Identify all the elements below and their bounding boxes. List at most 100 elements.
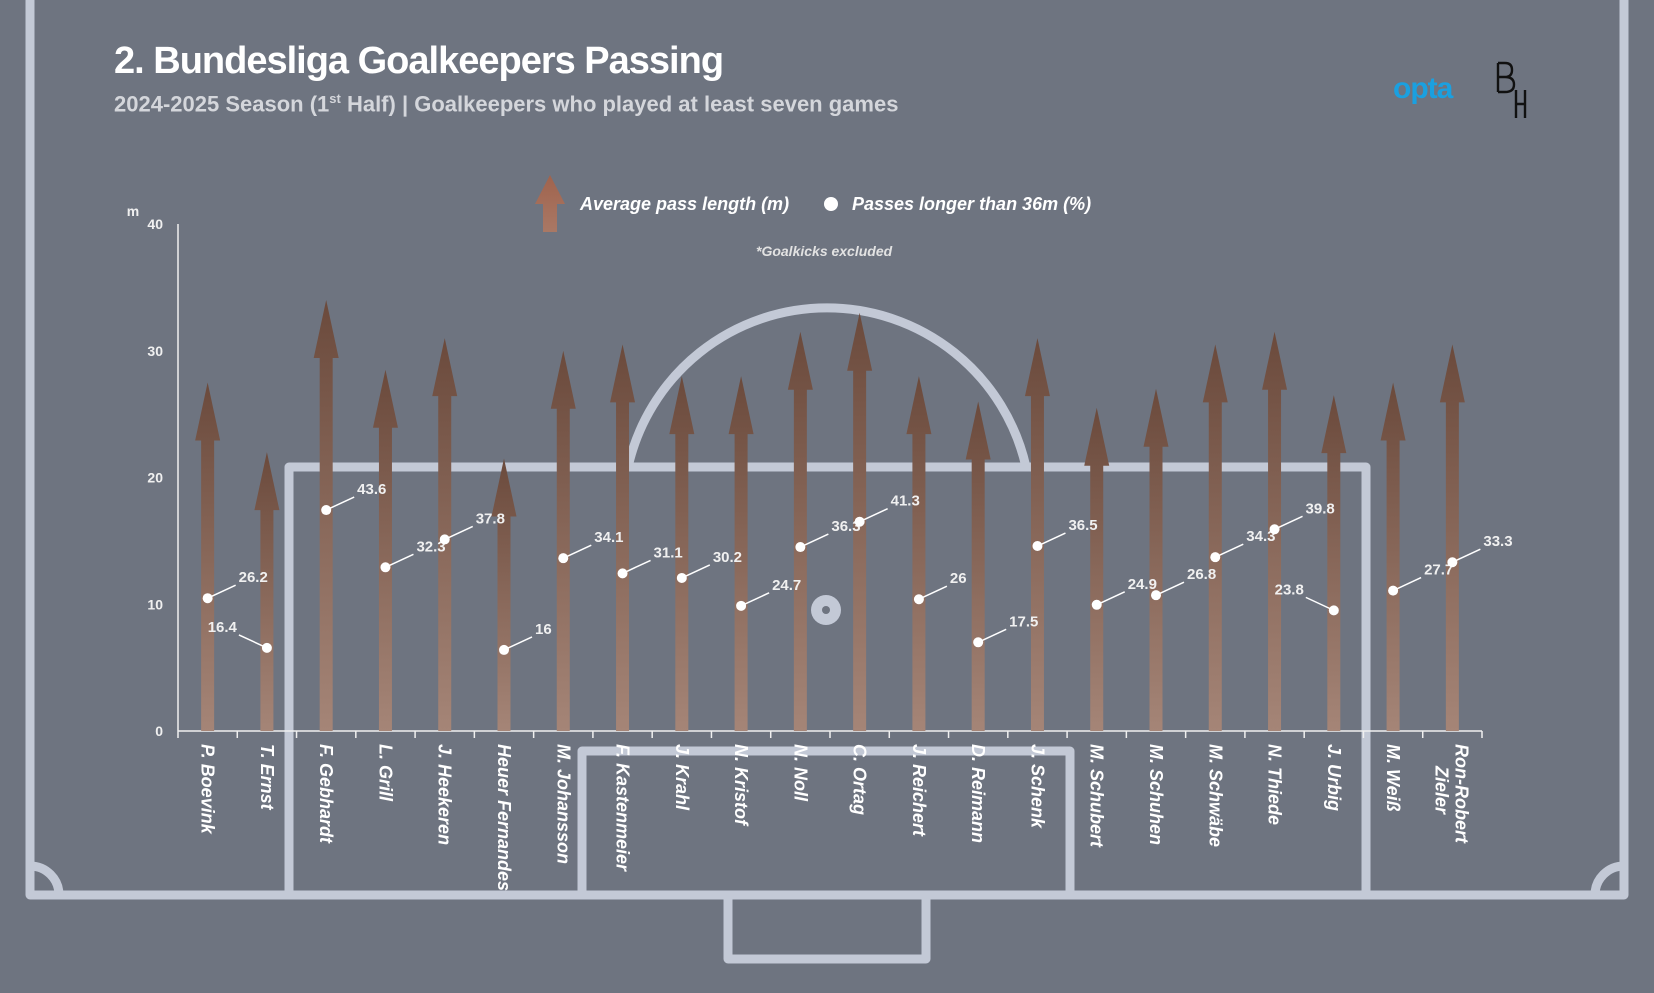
data-label: 26.8: [1187, 566, 1216, 583]
arrow-bar: [906, 376, 932, 731]
x-tick-label-group: P. Boevink: [198, 744, 218, 835]
data-dot: [973, 637, 984, 648]
corner-arc-right: [1590, 861, 1625, 896]
dot-leader-line: [622, 559, 651, 575]
data-label: 36.3: [831, 518, 860, 535]
dot-leader-line: [325, 496, 355, 511]
x-tick-label: M. Schwäbe: [1205, 744, 1225, 847]
data-dot: [1032, 541, 1043, 552]
data-dot: [380, 562, 391, 573]
data-dot: [854, 516, 865, 527]
x-tick-label: Heuer Fernandes: [494, 744, 514, 891]
data-label: 37.8: [476, 510, 505, 527]
dot-leader-line: [1037, 532, 1066, 547]
data-label: 27.7: [1424, 562, 1453, 579]
dot-leader-line: [1214, 543, 1244, 558]
goal-area-line: [577, 746, 1075, 895]
y-tick-label: 20: [147, 470, 163, 486]
subtitle-superscript: st: [329, 91, 341, 106]
x-tick-label: L. Grill: [375, 744, 395, 802]
dot-leader-line: [1305, 596, 1335, 612]
data-dot: [1328, 605, 1339, 616]
x-tick-label: N. Kristof: [731, 744, 751, 827]
dot-leader-line: [859, 508, 888, 523]
corner-arc-left: [29, 861, 64, 896]
y-tick-label: 30: [147, 343, 163, 359]
penalty-arc-line: [623, 303, 1031, 468]
penalty-box-line: [284, 462, 1371, 895]
legend: Average pass length (m) Passes longer th…: [535, 175, 1091, 259]
x-tick-label-group: J. Schenk: [1027, 744, 1047, 829]
data-label: 34.1: [594, 529, 623, 546]
dot-series: 26.2 16.4 43.6 32.3 37.8 16 34.1 31.1 30.2 24.7 36…: [202, 481, 1513, 655]
arrow-bar: [610, 344, 636, 731]
dot-leader-line: [1274, 515, 1303, 530]
x-tick-label: J. Heekeren: [435, 744, 455, 845]
x-tick-label: F. Gebhardt: [316, 744, 336, 844]
page-subtitle: 2024-2025 Season (1st Half) | Goalkeeper…: [114, 91, 898, 117]
data-dot: [736, 600, 747, 611]
arrow-bar: [787, 331, 813, 731]
dot-leader-line: [562, 544, 592, 559]
data-label: 36.5: [1068, 517, 1097, 534]
data-label: 26.2: [239, 569, 268, 586]
legend-arrow-icon: [535, 175, 565, 232]
bh-monogram-logo: [1496, 61, 1527, 118]
data-dot: [676, 572, 687, 583]
arrow-series: [195, 300, 1465, 731]
arrow-bar: [728, 376, 754, 731]
arrow-bar: [195, 382, 221, 731]
data-label: 41.3: [891, 493, 920, 510]
x-tick-label: Zieler: [1431, 765, 1451, 815]
x-tick-label-group: D. Reimann: [968, 744, 988, 843]
x-tick-label: M. Weiß: [1383, 744, 1403, 812]
dot-leader-line: [207, 584, 236, 599]
x-tick-label-group: F. Kastenmeier: [613, 744, 633, 872]
x-tick-label-group: M. Schwäbe: [1205, 744, 1225, 847]
dot-leader-line: [1155, 581, 1185, 596]
data-dot: [913, 594, 924, 605]
data-label: 32.3: [416, 538, 445, 555]
arrow-bar: [550, 350, 576, 731]
x-tick-label: P. Boevink: [198, 744, 218, 835]
dot-leader-line: [444, 525, 474, 541]
data-label: 24.7: [772, 577, 801, 594]
data-dot: [1210, 552, 1221, 563]
y-tick-label: 0: [155, 723, 163, 739]
x-tick-label-group: J. Reichert: [909, 744, 929, 837]
data-dot: [261, 642, 272, 653]
x-tick-label-group: M. Johansson: [553, 744, 573, 864]
y-axis-label: m: [127, 203, 139, 219]
y-tick-label: 10: [147, 596, 163, 612]
arrow-bar: [1321, 395, 1347, 731]
subtitle-prefix: 2024-2025 Season (1: [114, 91, 330, 117]
x-tick-labels: P. Boevink T. Ernst F. Gebhardt L. Grill J. …: [198, 744, 1472, 891]
dot-leader-line: [385, 553, 414, 568]
x-tick-label-group: J. Urbig: [1324, 744, 1344, 811]
data-label: 16: [535, 621, 552, 638]
x-tick-label: M. Johansson: [553, 744, 573, 864]
x-tick-label-group: Heuer Fernandes: [494, 744, 514, 891]
x-tick-label: F. Kastenmeier: [613, 744, 633, 872]
data-label: 43.6: [357, 481, 386, 498]
data-dot: [321, 505, 332, 516]
axes: m 0 10 20 30 40: [127, 203, 1483, 739]
x-tick-label-group: J. Heekeren: [435, 744, 455, 845]
arrow-bar: [965, 401, 991, 731]
x-tick-label-group: N. Thiede: [1265, 744, 1285, 825]
x-tick-label-group: F. Gebhardt: [316, 744, 336, 844]
arrow-bar: [1024, 338, 1050, 731]
dot-leader-line: [1392, 576, 1422, 592]
dot-leader-line: [503, 636, 533, 651]
y-tick-label: 40: [147, 216, 163, 232]
data-dot: [1091, 599, 1102, 610]
data-label: 24.9: [1128, 576, 1157, 593]
data-label: 39.8: [1306, 500, 1335, 517]
x-tick-label-group: M. Schubert: [1087, 744, 1107, 848]
dot-leader-line: [800, 533, 829, 548]
x-tick-label: N. Thiede: [1265, 744, 1285, 825]
x-ticks: [177, 731, 1483, 738]
x-tick-label: N. Noll: [790, 744, 810, 802]
